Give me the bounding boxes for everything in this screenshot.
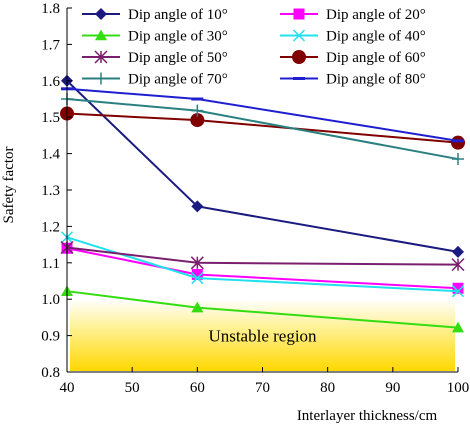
x-axis-label: Interlayer thickness/cm [297, 408, 438, 424]
x-tick-label: 40 [60, 380, 75, 396]
point [292, 29, 306, 42]
point [451, 135, 465, 150]
legend-item: Dip angle of 20° [280, 7, 426, 23]
legend-item: Dip angle of 80° [280, 72, 426, 88]
legend-item: Dip angle of 50° [82, 50, 228, 66]
y-tick-label: 0.9 [41, 329, 60, 345]
legend-item: Dip angle of 40° [280, 29, 426, 45]
legend-item: Dip angle of 60° [280, 50, 426, 66]
y-tick-label: 1.0 [41, 292, 60, 308]
legend-label: Dip angle of 60° [326, 50, 426, 66]
point [95, 8, 107, 20]
point [452, 153, 464, 166]
series-6 [60, 106, 465, 150]
y-tick-label: 1.5 [41, 110, 60, 126]
legend-item: Dip angle of 10° [82, 7, 228, 23]
point [190, 256, 204, 270]
point [95, 29, 107, 41]
point [451, 258, 465, 272]
point [95, 72, 107, 85]
point [191, 200, 204, 213]
legend-item: Dip angle of 70° [82, 72, 228, 88]
point [94, 50, 108, 64]
y-tick-label: 1.2 [41, 219, 60, 235]
series-5 [60, 240, 465, 272]
y-tick-label: 0.8 [41, 365, 60, 381]
axes: 40 50 60 70 80 90 100 0.8 0.9 1.0 1.1 1.2 1.3 1.4 1.5 1… [41, 1, 469, 396]
legend-label: Dip angle of 30° [128, 29, 228, 45]
y-tick-label: 1.6 [41, 74, 60, 90]
series-line [66, 87, 459, 142]
series-3 [61, 285, 464, 333]
legend-label: Dip angle of 70° [128, 72, 228, 88]
legend-label: Dip angle of 40° [326, 29, 426, 45]
y-axis-label: Safety factor [1, 146, 17, 223]
y-tick-label: 1.4 [41, 147, 60, 163]
point [293, 8, 305, 20]
point [191, 268, 203, 280]
point [452, 245, 464, 258]
series-2 [61, 242, 464, 294]
series-layer [60, 74, 465, 333]
x-tick-label: 100 [447, 380, 470, 396]
point [452, 321, 464, 333]
legend-label: Dip angle of 20° [326, 7, 426, 23]
y-tick-label: 1.8 [41, 1, 60, 17]
y-tick-label: 1.1 [41, 256, 60, 272]
x-tick-label: 80 [320, 380, 335, 396]
x-tick-label: 60 [190, 380, 205, 396]
point [190, 113, 205, 128]
y-tick-label: 1.3 [41, 183, 60, 199]
y-tick-label: 1.7 [41, 37, 60, 53]
legend-label: Dip angle of 50° [128, 50, 228, 66]
point [191, 272, 204, 285]
series-line [66, 98, 459, 161]
legend-label: Dip angle of 10° [128, 7, 228, 23]
x-tick-label: 90 [385, 380, 400, 396]
x-tick-label: 50 [125, 380, 140, 396]
series-line [66, 80, 459, 253]
legend-item: Dip angle of 30° [82, 29, 228, 45]
point [452, 282, 464, 294]
point [292, 50, 306, 64]
point [191, 104, 204, 117]
unstable-region [70, 299, 455, 371]
point [451, 285, 465, 298]
unstable-region-label: Unstable region [208, 327, 317, 346]
series-7 [61, 93, 464, 166]
legend-label: Dip angle of 80° [326, 72, 426, 88]
legend: Dip angle of 10° Dip angle of 20° Dip angl… [82, 7, 426, 88]
x-tick-label: 70 [255, 380, 270, 396]
series-1 [61, 74, 464, 258]
point [191, 301, 204, 313]
